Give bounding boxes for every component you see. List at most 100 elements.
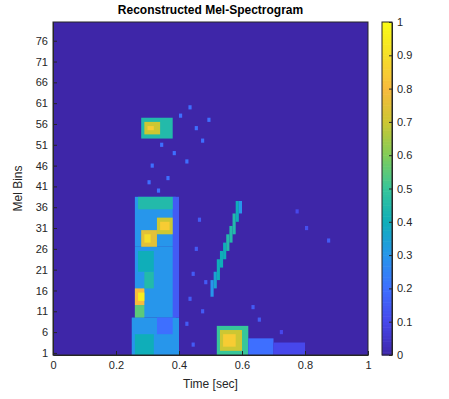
heat-cell [173, 151, 176, 155]
heat-cell [201, 309, 204, 313]
heat-cell [274, 343, 306, 355]
tick-mark [53, 332, 57, 333]
heat-cell [188, 105, 191, 109]
heat-cell [195, 126, 198, 130]
x-axis-title: Time [sec] [183, 377, 238, 391]
colorbar-swatch [382, 22, 392, 25]
tick: 41 [36, 180, 57, 192]
tick-mark [305, 351, 306, 355]
plot-frame [53, 22, 368, 355]
heat-cell [135, 197, 176, 247]
plot-background [53, 22, 368, 355]
tick-label: 36 [36, 201, 48, 213]
heat-cell [188, 297, 191, 301]
cells [132, 105, 330, 355]
heat-cell [217, 259, 220, 280]
tick-mark [116, 351, 117, 355]
tick-label: 6 [42, 326, 48, 338]
heat-cell [135, 334, 154, 355]
tick-label: 0 [397, 349, 403, 361]
tick-mark [53, 290, 57, 291]
tick-mark [53, 103, 57, 104]
tick-label: 0.8 [397, 83, 412, 95]
tick-mark [53, 207, 57, 208]
tick: 31 [36, 222, 57, 234]
heat-cell [258, 318, 261, 322]
heat-cell [226, 234, 229, 251]
tick: 61 [36, 97, 57, 109]
tick-mark [53, 82, 57, 83]
heat-cell [220, 251, 223, 268]
heat-cell [160, 143, 163, 147]
tick-label: 1 [365, 359, 371, 371]
tick-label: 0.8 [298, 359, 313, 371]
heat-cell [132, 318, 179, 355]
tick: 11 [37, 305, 57, 317]
heat-cell [179, 114, 182, 118]
tick-label: 0.2 [397, 282, 412, 294]
tick: 0.6 [235, 351, 250, 371]
heat-cell [204, 280, 207, 284]
figure: 00.20.40.60.8116111621263136414651566166… [0, 0, 449, 399]
tick-label: 71 [36, 56, 48, 68]
tick: 46 [36, 160, 57, 172]
heat-cell [166, 176, 169, 180]
tick: 66 [36, 76, 57, 88]
heat-cell [214, 272, 217, 289]
tick: 56 [36, 118, 57, 130]
heat-cell [239, 201, 242, 213]
tick-label: 41 [36, 180, 48, 192]
colorbar [382, 22, 392, 356]
tick-label: 16 [36, 285, 48, 297]
heat-cell [220, 330, 242, 351]
tick-label: 0.6 [235, 359, 250, 371]
heat-cell [223, 243, 226, 260]
tick: 71 [36, 56, 57, 68]
tick: 51 [36, 139, 57, 151]
heat-cell [207, 118, 210, 122]
heat-cell [195, 247, 198, 251]
heat-cell [192, 343, 195, 347]
tick-label: 56 [36, 118, 48, 130]
tick-label: 0.4 [397, 216, 412, 228]
heat-cell [157, 318, 173, 335]
tick-label: 11 [37, 305, 48, 317]
heat-cell [160, 222, 169, 230]
tick-label: 51 [36, 139, 48, 151]
heat-cell [192, 272, 195, 276]
tick: 21 [36, 264, 57, 276]
tick: 26 [36, 243, 57, 255]
heat-cell [217, 326, 249, 355]
tick-label: 46 [36, 160, 48, 172]
heat-cell [151, 164, 154, 168]
heat-cell [173, 197, 179, 318]
heat-cell [148, 126, 154, 130]
tick-label: 0.9 [397, 49, 412, 61]
tick-label: 1 [397, 16, 403, 28]
tick: 76 [36, 35, 57, 47]
heat-cell [144, 122, 160, 134]
tick: 0.2 [109, 351, 124, 371]
tick: 16 [36, 285, 57, 297]
tick-label: 21 [36, 264, 48, 276]
tick-mark [242, 351, 243, 355]
heat-cell [223, 334, 236, 346]
heat-cell [157, 218, 173, 235]
tick: 1 [42, 347, 57, 359]
tick-label: 0 [50, 359, 56, 371]
y-axis: 161116212631364146515661667176 [36, 23, 57, 359]
heat-cell [280, 330, 283, 334]
heat-cell [135, 305, 144, 317]
tick-label: 0.1 [397, 316, 412, 328]
heat-cell [248, 338, 273, 355]
tick-mark [53, 270, 57, 271]
heat-cell [138, 293, 144, 301]
tick: 0.4 [172, 351, 187, 371]
tick-label: 0.3 [397, 249, 412, 261]
tick-mark [53, 228, 57, 229]
tick-mark [53, 145, 57, 146]
heat-cell [138, 197, 173, 209]
tick-mark [53, 311, 57, 312]
heat-cell [135, 288, 144, 305]
tick-label: 0.4 [172, 359, 187, 371]
